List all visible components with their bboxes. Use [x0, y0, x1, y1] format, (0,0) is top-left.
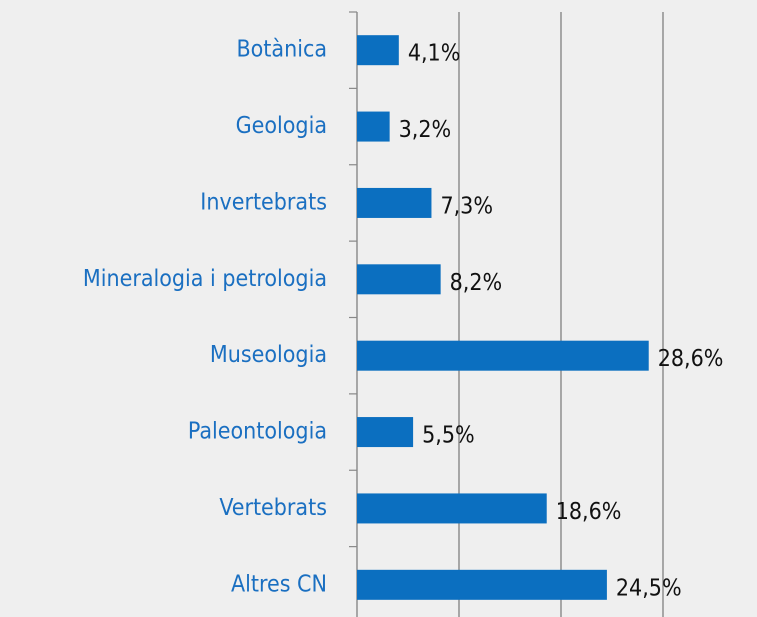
bar — [357, 187, 432, 218]
bar — [357, 569, 607, 600]
bar — [357, 493, 547, 524]
bar — [357, 35, 399, 66]
value-label: 28,6% — [658, 346, 724, 372]
category-label: Botànica — [236, 37, 327, 63]
category-label: Paleontologia — [188, 419, 327, 445]
category-label: Vertebrats — [219, 495, 327, 521]
value-label: 24,5% — [616, 575, 682, 601]
bar — [357, 264, 441, 295]
category-label: Invertebrats — [200, 189, 327, 215]
bar — [357, 111, 390, 142]
value-label: 8,2% — [450, 270, 503, 296]
bar — [357, 417, 414, 448]
category-label: Mineralogia i petrologia — [83, 266, 327, 292]
value-label: 4,1% — [408, 41, 461, 67]
category-label: Geologia — [236, 113, 327, 139]
value-label: 7,3% — [440, 193, 493, 219]
value-label: 5,5% — [422, 423, 475, 449]
value-label: 18,6% — [556, 499, 622, 525]
category-label: Museologia — [210, 342, 327, 368]
value-label: 3,2% — [399, 117, 452, 143]
category-label: Altres CN — [231, 571, 327, 597]
bar — [357, 340, 649, 371]
